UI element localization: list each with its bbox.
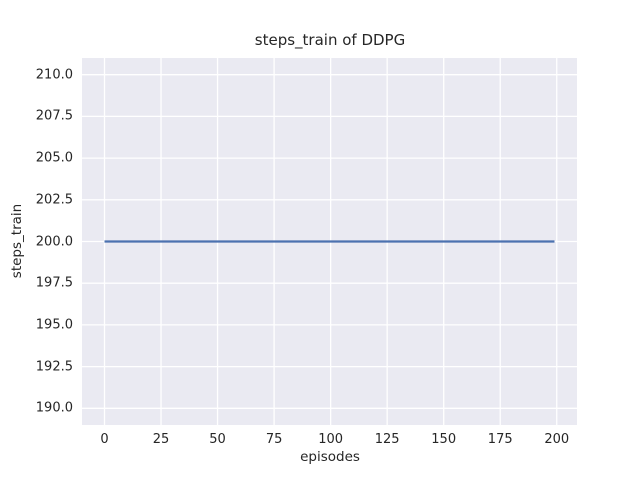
y-tick-label: 200.0 bbox=[35, 234, 73, 249]
x-tick-label: 50 bbox=[209, 432, 226, 447]
line-chart-svg bbox=[82, 58, 577, 425]
x-tick-label: 100 bbox=[318, 432, 344, 447]
x-tick-label: 200 bbox=[544, 432, 570, 447]
plot-area bbox=[82, 58, 577, 425]
x-tick-label: 175 bbox=[487, 432, 513, 447]
y-tick-label: 192.5 bbox=[35, 359, 73, 375]
x-tick-label: 75 bbox=[265, 432, 283, 447]
x-tick-label: 150 bbox=[431, 432, 457, 447]
x-tick-label: 0 bbox=[100, 432, 109, 447]
x-axis-label: episodes bbox=[300, 449, 360, 465]
chart-title: steps_train of DDPG bbox=[254, 31, 406, 49]
y-tick-label: 197.5 bbox=[35, 275, 73, 291]
y-tick-label: 210.0 bbox=[35, 67, 73, 83]
x-tick-label: 125 bbox=[374, 432, 400, 447]
y-tick-label: 195.0 bbox=[35, 317, 73, 333]
y-tick-label: 205.0 bbox=[35, 150, 73, 166]
y-tick-label: 207.5 bbox=[35, 108, 73, 124]
y-tick-label: 190.0 bbox=[35, 400, 73, 416]
x-tick-label: 25 bbox=[152, 432, 170, 447]
y-tick-label: 202.5 bbox=[35, 192, 73, 208]
